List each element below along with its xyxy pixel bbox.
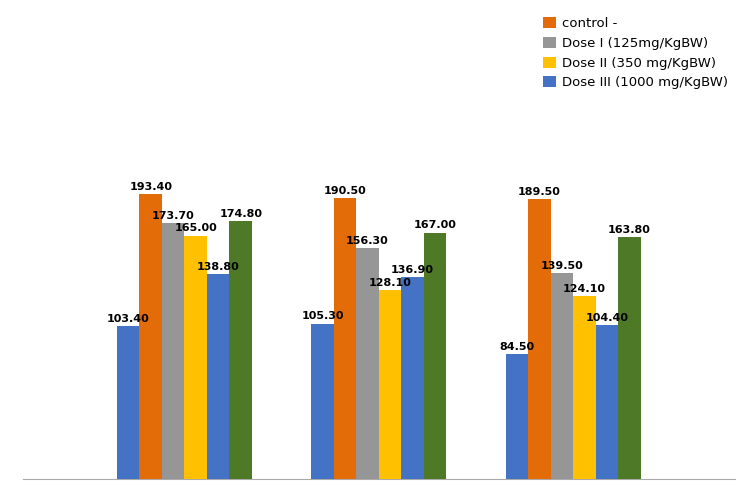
Text: 103.40: 103.40: [106, 314, 149, 324]
Bar: [401, 277, 424, 479]
Bar: [230, 221, 252, 479]
Bar: [618, 238, 640, 479]
Text: 156.30: 156.30: [346, 236, 389, 246]
Legend: control -, Dose I (125mg/KgBW), Dose II (350 mg/KgBW), Dose III (1000 mg/KgBW): control -, Dose I (125mg/KgBW), Dose II …: [542, 17, 728, 89]
Bar: [334, 198, 356, 479]
Text: 84.50: 84.50: [500, 342, 534, 352]
Bar: [117, 326, 140, 479]
Bar: [162, 223, 184, 479]
Text: 190.50: 190.50: [324, 186, 367, 196]
Text: 167.00: 167.00: [413, 221, 457, 231]
Text: 173.70: 173.70: [152, 211, 194, 221]
Bar: [311, 324, 334, 479]
Text: 104.40: 104.40: [585, 313, 628, 323]
Text: 165.00: 165.00: [174, 224, 217, 234]
Text: 189.50: 189.50: [518, 187, 561, 197]
Text: 174.80: 174.80: [219, 209, 262, 219]
Text: 193.40: 193.40: [129, 182, 173, 192]
Bar: [140, 194, 162, 479]
Bar: [506, 354, 528, 479]
Text: 136.90: 136.90: [391, 265, 434, 275]
Bar: [596, 325, 618, 479]
Text: 124.10: 124.10: [562, 284, 606, 294]
Bar: [184, 236, 207, 479]
Text: 128.10: 128.10: [368, 278, 412, 288]
Bar: [379, 290, 401, 479]
Bar: [356, 249, 379, 479]
Text: 163.80: 163.80: [608, 225, 651, 235]
Bar: [550, 273, 573, 479]
Bar: [207, 274, 230, 479]
Text: 105.30: 105.30: [302, 311, 344, 321]
Text: 139.50: 139.50: [541, 261, 584, 271]
Text: 138.80: 138.80: [196, 262, 239, 272]
Bar: [528, 200, 550, 479]
Bar: [573, 296, 596, 479]
Bar: [424, 233, 446, 479]
